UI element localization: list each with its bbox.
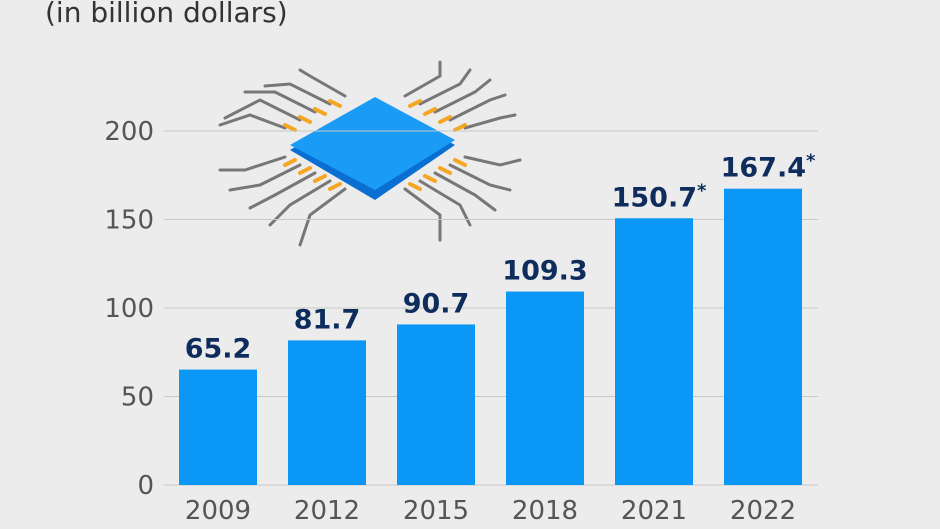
bar: [724, 188, 802, 485]
x-tick-label: 2015: [403, 496, 469, 526]
x-tick-label: 2012: [294, 496, 360, 526]
y-tick-label: 100: [104, 294, 154, 324]
x-tick-label: 2018: [512, 496, 578, 526]
bar: [506, 291, 584, 485]
y-tick-label: 0: [137, 471, 154, 501]
value-label: 109.3: [502, 256, 587, 287]
bar: [615, 218, 693, 486]
chip-icon: [218, 60, 522, 247]
y-tick-label: 150: [104, 206, 154, 236]
chart-subtitle: (in billion dollars): [45, 0, 288, 29]
value-label: 150.7*: [612, 180, 707, 213]
bar: [179, 369, 257, 485]
x-tick-label: 2021: [621, 496, 687, 526]
x-tick-label: 2022: [730, 496, 796, 526]
x-tick-label: 2009: [185, 496, 251, 526]
y-tick-label: 50: [121, 383, 154, 413]
value-label: 90.7: [403, 288, 470, 319]
bar: [397, 324, 475, 485]
value-label: 81.7: [294, 304, 361, 335]
value-label: 167.4*: [721, 151, 816, 184]
y-tick-label: 200: [104, 117, 154, 147]
value-label: 65.2: [185, 334, 252, 365]
bar: [288, 340, 366, 485]
